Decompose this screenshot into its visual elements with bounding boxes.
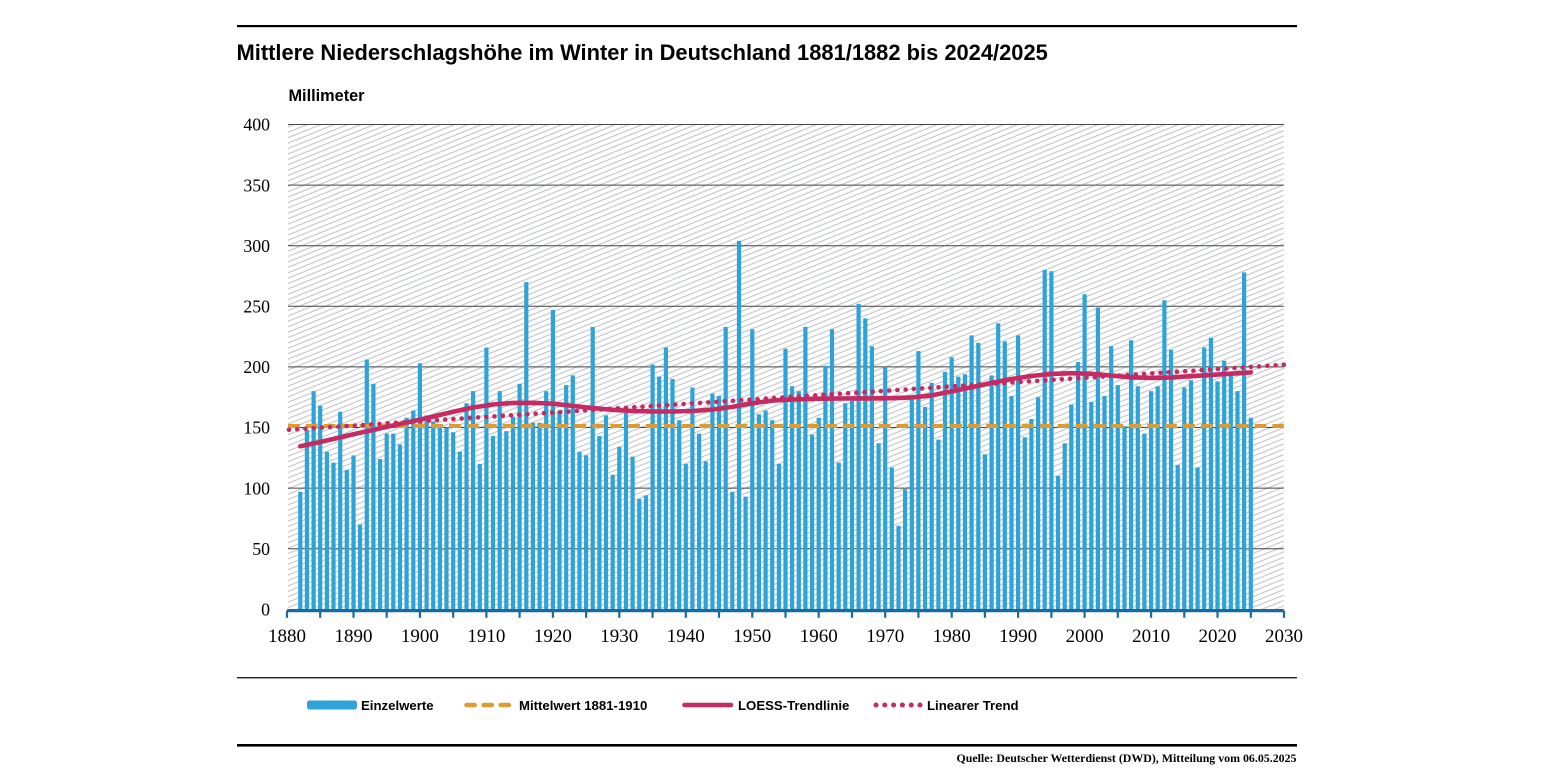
svg-text:1880: 1880 xyxy=(268,626,306,647)
svg-text:2030: 2030 xyxy=(1265,626,1303,647)
svg-text:Mittelwert 1881-1910: Mittelwert 1881-1910 xyxy=(519,698,647,713)
svg-text:2010: 2010 xyxy=(1132,626,1170,647)
svg-text:1910: 1910 xyxy=(467,626,505,647)
svg-text:2020: 2020 xyxy=(1199,626,1237,647)
svg-text:400: 400 xyxy=(243,115,270,135)
svg-text:Quelle: Deutscher Wetterdienst: Quelle: Deutscher Wetterdienst (DWD), Mi… xyxy=(956,751,1296,765)
svg-text:1990: 1990 xyxy=(999,626,1037,647)
svg-text:100: 100 xyxy=(243,478,270,498)
svg-text:300: 300 xyxy=(243,236,270,256)
svg-text:350: 350 xyxy=(243,175,270,195)
svg-text:1940: 1940 xyxy=(667,626,705,647)
svg-text:1900: 1900 xyxy=(401,626,439,647)
svg-text:1920: 1920 xyxy=(534,626,572,647)
svg-text:1960: 1960 xyxy=(800,626,838,647)
svg-text:Mittlere Niederschlagshöhe im: Mittlere Niederschlagshöhe im Winter in … xyxy=(237,40,1048,65)
svg-text:50: 50 xyxy=(252,539,270,559)
svg-text:Millimeter: Millimeter xyxy=(289,87,366,105)
svg-text:Einzelwerte: Einzelwerte xyxy=(361,698,434,713)
svg-text:1980: 1980 xyxy=(933,626,971,647)
svg-text:200: 200 xyxy=(243,357,270,377)
svg-text:1950: 1950 xyxy=(733,626,771,647)
svg-text:150: 150 xyxy=(243,418,270,438)
svg-text:1930: 1930 xyxy=(600,626,638,647)
svg-text:2000: 2000 xyxy=(1066,626,1104,647)
svg-text:250: 250 xyxy=(243,297,270,317)
svg-text:LOESS-Trendlinie: LOESS-Trendlinie xyxy=(738,698,849,713)
svg-text:1970: 1970 xyxy=(866,626,904,647)
svg-text:Linearer Trend: Linearer Trend xyxy=(927,698,1019,713)
svg-text:0: 0 xyxy=(261,600,270,620)
svg-text:1890: 1890 xyxy=(335,626,373,647)
